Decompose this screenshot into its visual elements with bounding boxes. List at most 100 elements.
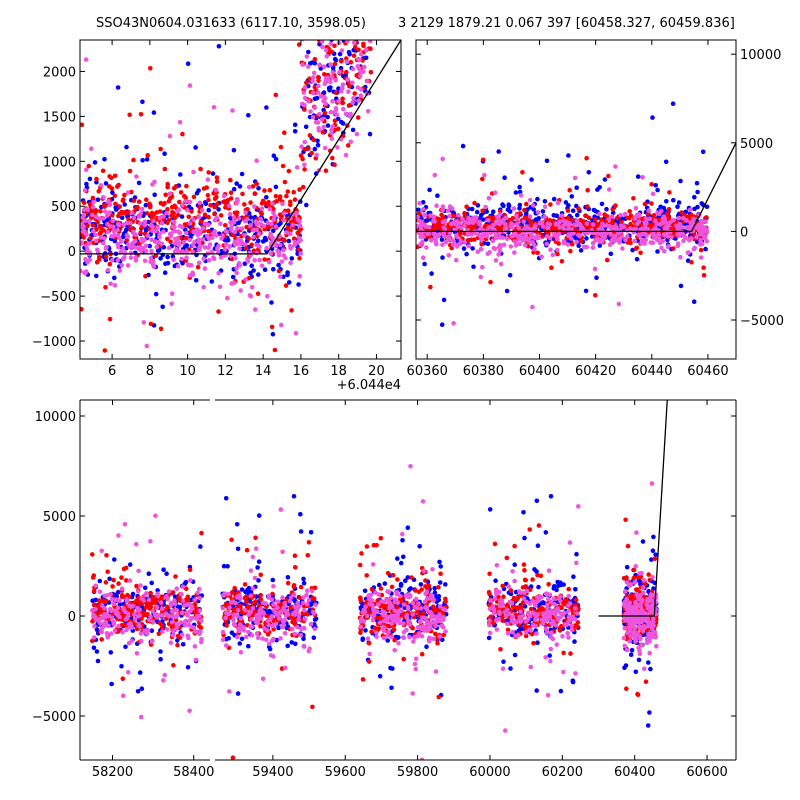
data-point — [305, 64, 311, 69]
chart-title-left: SSO43N0604.031633 (6117.10, 3598.05) — [96, 16, 366, 31]
data-point — [102, 348, 108, 353]
data-point — [509, 233, 515, 239]
data-point — [425, 231, 430, 236]
data-point — [283, 283, 289, 288]
data-point — [501, 594, 506, 599]
data-point — [319, 40, 325, 44]
data-point — [91, 645, 97, 651]
data-point — [206, 257, 212, 263]
data-point — [440, 255, 445, 260]
data-point — [613, 164, 618, 169]
data-point — [339, 48, 345, 53]
data-point — [228, 177, 233, 183]
data-point — [348, 59, 354, 65]
data-point — [532, 235, 537, 240]
data-point — [698, 238, 703, 243]
data-point — [243, 210, 248, 215]
data-point — [144, 211, 150, 216]
data-point — [187, 199, 193, 205]
data-point — [275, 248, 280, 254]
data-point — [151, 110, 157, 115]
data-point — [364, 544, 370, 549]
data-point — [94, 227, 99, 232]
data-point — [497, 242, 503, 248]
data-point — [187, 567, 193, 573]
data-point — [209, 279, 215, 284]
data-point — [644, 233, 650, 238]
data-point — [436, 597, 442, 603]
data-point — [259, 210, 264, 216]
data-point — [572, 175, 578, 181]
data-point — [153, 600, 159, 605]
data-point — [113, 201, 118, 207]
data-point — [248, 294, 254, 299]
data-point — [480, 208, 485, 214]
data-point — [231, 606, 237, 612]
data-point — [533, 217, 539, 222]
data-point — [535, 210, 541, 215]
data-point — [281, 237, 287, 242]
data-point — [364, 28, 369, 33]
data-point — [273, 224, 279, 229]
data-point — [254, 227, 259, 233]
y-tick-label: 5000 — [740, 137, 773, 152]
data-point — [372, 625, 378, 631]
data-point — [336, 98, 341, 104]
data-point — [108, 281, 113, 287]
data-point — [368, 35, 373, 40]
data-point — [301, 576, 306, 582]
data-point — [502, 175, 507, 180]
data-point — [278, 220, 283, 226]
data-point — [498, 261, 504, 267]
data-point — [96, 189, 102, 194]
data-point — [267, 206, 273, 212]
data-point — [185, 665, 191, 670]
data-point — [479, 238, 484, 243]
data-point — [267, 259, 272, 265]
data-point — [268, 231, 273, 237]
data-point — [623, 663, 629, 668]
data-point — [177, 230, 183, 236]
data-point — [510, 216, 516, 221]
data-point — [364, 32, 369, 37]
data-point — [344, 69, 349, 75]
data-point — [569, 227, 574, 232]
data-point — [625, 543, 631, 549]
data-point — [608, 251, 614, 257]
data-point — [398, 560, 404, 566]
data-point — [610, 210, 616, 216]
data-point — [98, 183, 104, 188]
data-point — [584, 155, 589, 161]
data-point — [212, 204, 217, 210]
data-point — [472, 218, 477, 224]
data-point — [450, 242, 456, 247]
data-point — [363, 55, 369, 61]
data-point — [276, 253, 282, 258]
data-point — [466, 220, 472, 226]
data-point — [211, 191, 216, 196]
data-point — [573, 587, 578, 592]
data-point — [350, 127, 356, 133]
data-point — [322, 145, 328, 151]
y-tick-label: 1500 — [43, 110, 76, 125]
points-bottom — [90, 464, 659, 760]
data-point — [184, 183, 189, 189]
data-point — [311, 596, 317, 601]
data-point — [318, 94, 324, 99]
data-point — [270, 331, 276, 337]
data-point — [356, 13, 361, 18]
data-point — [640, 174, 645, 180]
data-point — [462, 210, 467, 216]
data-point — [330, 70, 336, 75]
data-point — [606, 173, 611, 179]
data-point — [296, 235, 302, 241]
data-point — [389, 584, 395, 590]
data-point — [534, 688, 539, 693]
data-point — [654, 222, 660, 227]
data-point — [655, 210, 660, 215]
data-point — [296, 247, 302, 252]
data-point — [120, 676, 126, 681]
data-point — [545, 225, 550, 231]
data-point — [101, 195, 106, 200]
data-point — [94, 273, 99, 279]
